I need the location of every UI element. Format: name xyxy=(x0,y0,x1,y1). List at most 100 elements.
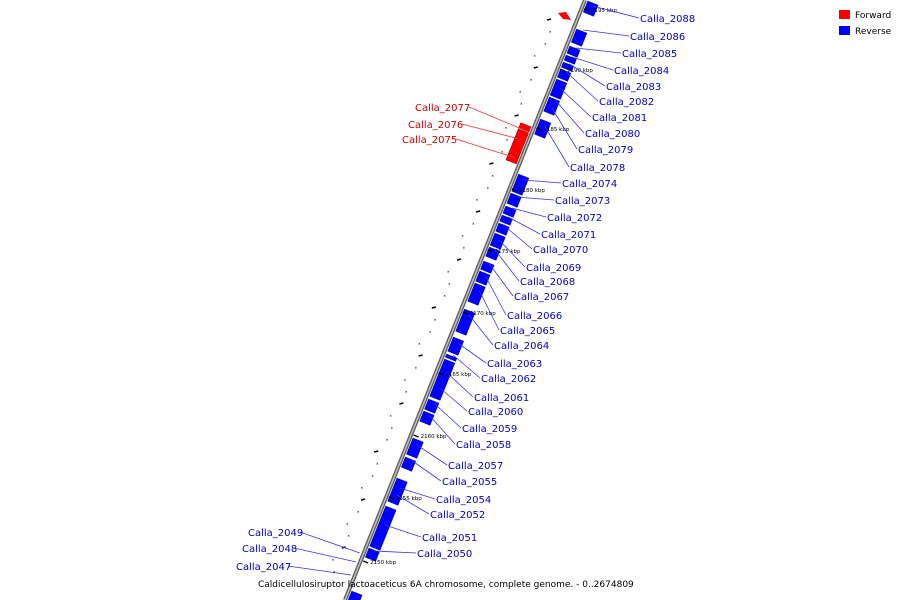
reverse-gene-label: Calla_2061 xyxy=(474,393,529,404)
reverse-gene-feature xyxy=(480,260,495,274)
label-leader-line xyxy=(468,106,527,132)
label-leader-line xyxy=(399,487,436,500)
label-leader-line xyxy=(461,123,524,141)
reverse-gene-feature xyxy=(406,437,424,459)
reverse-gene-label: Calla_2085 xyxy=(622,49,677,60)
reverse-gene-label: Calla_2055 xyxy=(442,477,497,488)
label-leader-line xyxy=(299,531,360,554)
reverse-gene-feature xyxy=(549,78,568,100)
gc-mark xyxy=(514,114,519,117)
kbp-tick-mark xyxy=(413,434,419,438)
label-leader-line xyxy=(457,342,487,364)
label-leader-line xyxy=(455,138,516,159)
reverse-gene-label: Calla_2050 xyxy=(417,549,472,560)
forward-gene-label: Calla_2076 xyxy=(408,120,463,131)
label-leader-line xyxy=(522,179,562,184)
gc-mark xyxy=(360,498,366,501)
kbp-tick-mark xyxy=(388,496,395,500)
reverse-gene-feature xyxy=(495,222,510,236)
reverse-gene-feature xyxy=(570,28,588,47)
label-leader-line xyxy=(484,274,507,316)
reverse-gene-label: Calla_2086 xyxy=(630,32,685,43)
gc-mark xyxy=(431,306,436,309)
label-leader-line xyxy=(572,56,614,71)
reverse-gene-label: Calla_2072 xyxy=(547,213,602,224)
reverse-gene-feature xyxy=(475,270,491,286)
label-leader-line xyxy=(384,524,422,538)
label-leader-line xyxy=(489,263,514,297)
reverse-gene-label: Calla_2048 xyxy=(242,544,297,555)
reverse-gene-feature xyxy=(419,410,435,426)
reverse-gene-label: Calla_2084 xyxy=(614,66,669,77)
reverse-gene-feature xyxy=(489,232,506,250)
label-leader-line xyxy=(287,565,352,576)
reverse-gene-label: Calla_2060 xyxy=(468,407,523,418)
reverse-gene-label: Calla_2052 xyxy=(430,510,485,521)
gc-mark xyxy=(489,162,494,165)
reverse-gene-feature xyxy=(566,45,581,58)
reverse-gene-label: Calla_2083 xyxy=(606,82,661,93)
label-leader-line xyxy=(445,371,474,398)
label-leader-line xyxy=(559,87,592,118)
gc-mark xyxy=(456,258,462,261)
label-leader-line xyxy=(569,63,606,87)
reverse-gene-feature xyxy=(582,0,599,17)
label-leader-line xyxy=(452,354,481,379)
label-leader-line xyxy=(293,547,357,563)
reverse-gene-feature xyxy=(506,192,522,208)
label-leader-line xyxy=(592,5,640,19)
forward-gene-feature xyxy=(558,12,571,20)
legend-forward-swatch xyxy=(839,10,850,19)
label-leader-line xyxy=(416,444,448,466)
kbp-tick-label: 2175 kbp xyxy=(495,249,521,255)
gc-mark xyxy=(418,354,423,357)
reverse-gene-label: Calla_2054 xyxy=(436,495,491,506)
label-leader-line xyxy=(582,29,630,37)
gc-mark xyxy=(374,450,379,453)
gene-labels: Calla_2088 Calla_2086 Calla_2085 Calla_2084… xyxy=(236,5,695,576)
label-leader-line xyxy=(396,494,430,515)
kbp-tick-mark xyxy=(462,311,469,315)
kbp-tick-mark xyxy=(559,68,566,72)
label-leader-line xyxy=(468,314,494,346)
kbp-tick-label: 2165 kbp xyxy=(445,372,471,378)
reverse-gene-label: Calla_2073 xyxy=(555,196,610,207)
label-leader-line xyxy=(498,239,526,268)
kbp-tick-mark xyxy=(487,249,493,253)
reverse-gene-label: Calla_2065 xyxy=(500,326,555,337)
reverse-gene-label: Calla_2057 xyxy=(448,461,503,472)
reverse-gene-label: Calla_2062 xyxy=(481,374,536,385)
forward-gene-label: Calla_2077 xyxy=(415,103,470,114)
gc-mark xyxy=(476,210,481,213)
label-leader-line xyxy=(428,414,456,445)
reverse-gene-label: Calla_2068 xyxy=(520,277,575,288)
kbp-tick-label: 2180 kbp xyxy=(519,188,545,194)
label-leader-line xyxy=(433,402,462,429)
label-leader-line xyxy=(410,459,442,482)
kbp-tick-mark xyxy=(362,560,369,564)
legend-reverse-swatch xyxy=(839,26,850,35)
reverse-gene-feature xyxy=(534,118,552,139)
gene-features xyxy=(347,0,599,600)
reverse-gene-label: Calla_2059 xyxy=(462,424,517,435)
kbp-tick-mark xyxy=(511,188,518,192)
reverse-gene-label: Calla_2066 xyxy=(507,311,562,322)
label-leader-line xyxy=(544,125,570,168)
reverse-gene-feature xyxy=(447,336,464,356)
reverse-gene-label: Calla_2081 xyxy=(592,113,647,124)
kbp-tick-label: 2170 kbp xyxy=(470,311,496,317)
forward-gene-label: Calla_2075 xyxy=(402,135,457,146)
legend-forward-label: Forward xyxy=(855,11,891,21)
reverse-gene-label: Calla_2074 xyxy=(562,179,617,190)
label-leader-line xyxy=(551,107,578,150)
reverse-gene-feature xyxy=(499,214,513,226)
reverse-gene-label: Calla_2049 xyxy=(248,528,303,539)
legend-reverse-label: Reverse xyxy=(855,27,892,37)
reverse-gene-feature xyxy=(502,205,517,218)
reverse-gene-label: Calla_2078 xyxy=(570,163,625,174)
reverse-gene-label: Calla_2088 xyxy=(640,14,695,25)
reverse-gene-label: Calla_2063 xyxy=(487,359,542,370)
reverse-gene-feature xyxy=(400,456,416,472)
label-leader-line xyxy=(508,216,541,235)
